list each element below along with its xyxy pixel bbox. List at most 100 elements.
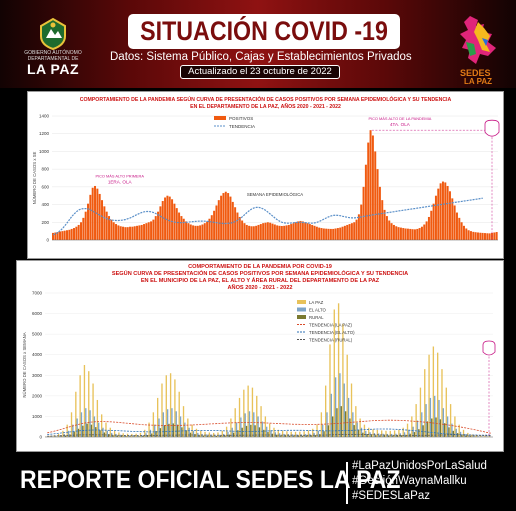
rural-bar <box>301 435 304 437</box>
case-bar <box>117 225 120 240</box>
rural-bar <box>176 424 179 437</box>
el-alto-bar <box>472 435 475 437</box>
el-alto-bar <box>158 418 160 437</box>
rural-bar <box>181 427 183 437</box>
case-bar <box>80 222 83 240</box>
el-alto-bar <box>429 397 432 437</box>
case-bar <box>273 224 276 240</box>
rural-bar <box>353 425 355 437</box>
el-alto-bar <box>235 422 238 437</box>
case-bar <box>152 219 155 240</box>
case-bar <box>59 231 61 240</box>
la-paz-bar <box>381 430 383 437</box>
rural-bar <box>64 435 67 437</box>
rural-bar <box>103 432 106 437</box>
y-tick-label: 0 <box>39 435 42 440</box>
case-bar <box>376 169 379 240</box>
el-alto-bar <box>192 430 195 437</box>
coat-of-arms-icon <box>40 17 66 50</box>
case-bar <box>350 223 353 240</box>
el-alto-bar <box>149 429 152 437</box>
case-bar <box>269 222 272 240</box>
trend-line <box>47 419 491 434</box>
y-tick-label: 1200 <box>39 131 50 136</box>
el-alto-bar <box>188 427 190 437</box>
case-bar <box>255 225 258 240</box>
case-bar <box>136 225 139 240</box>
la-paz-bar <box>325 385 327 437</box>
case-bar <box>98 193 101 240</box>
rural-bar <box>444 423 446 437</box>
rural-bar <box>276 434 278 437</box>
case-bar <box>381 200 384 240</box>
rural-bar <box>138 436 140 437</box>
case-bar <box>458 217 461 240</box>
la-paz-bar <box>363 424 366 437</box>
hashtag[interactable]: #LaPazUnidosPorLaSalud <box>352 460 487 472</box>
case-bar <box>301 221 304 240</box>
rural-bar <box>125 436 127 437</box>
case-bar <box>84 211 87 240</box>
rural-bar <box>332 416 334 437</box>
rural-bar <box>159 428 162 437</box>
trend-line <box>52 197 483 236</box>
la-paz-bar <box>109 427 111 437</box>
case-bar <box>374 151 377 240</box>
la-paz-bar <box>337 303 340 437</box>
el-alto-bar <box>296 434 298 437</box>
la-paz-bar <box>269 423 271 437</box>
case-bar <box>392 224 395 240</box>
case-bar <box>52 232 54 240</box>
y-tick-label: 5000 <box>32 332 43 337</box>
case-bar <box>385 216 388 240</box>
case-bar <box>126 227 129 240</box>
rural-bar <box>319 434 321 437</box>
el-alto-bar <box>248 411 251 437</box>
case-bar <box>210 215 213 240</box>
el-alto-bar <box>257 416 259 437</box>
case-bar <box>217 200 220 240</box>
la-paz-bar <box>320 412 323 437</box>
el-alto-bar <box>270 430 272 437</box>
hashtag[interactable]: #SEDESLaPaz <box>352 490 430 502</box>
case-bar <box>336 228 339 240</box>
el-alto-bar <box>455 428 457 437</box>
rural-bar <box>237 430 239 437</box>
page-title: SITUACIÓN COVID -19 <box>140 16 388 46</box>
la-paz-bar <box>480 435 482 437</box>
case-bar <box>357 214 360 240</box>
rural-bar <box>108 434 110 437</box>
el-alto-bar <box>365 430 367 437</box>
case-bar <box>224 191 227 240</box>
case-bar <box>250 226 253 240</box>
la-paz-bar <box>299 431 301 437</box>
el-alto-bar <box>154 424 156 437</box>
sedes-logo-region: LA PAZ <box>464 77 492 86</box>
case-bar <box>427 216 430 240</box>
case-bar <box>411 229 414 240</box>
el-alto-bar <box>128 435 130 437</box>
municipal-cases-chart: 0 1000 2000 3000 4000 5000 6000 7000 NÚMERO DE C… <box>22 291 496 440</box>
case-bar <box>66 230 68 240</box>
rural-bar <box>280 435 282 437</box>
case-bar <box>439 183 442 240</box>
rural-bar <box>288 435 291 437</box>
la-paz-bar <box>113 430 116 437</box>
la-paz-bar <box>437 352 439 437</box>
la-paz-bar <box>157 397 159 437</box>
case-bar <box>150 221 153 240</box>
y-tick-label: 3000 <box>32 373 43 378</box>
rural-bar <box>250 424 252 437</box>
la-paz-bar <box>449 404 452 437</box>
case-bar <box>469 231 472 240</box>
el-alto-bar <box>240 417 242 437</box>
hashtag[interactable]: #GestiónWaynaMallku <box>352 475 467 487</box>
y-tick-label: 1000 <box>39 149 50 154</box>
la-paz-bar <box>454 416 456 437</box>
legend-label: TENDENCIA (EL ALTO) <box>309 330 355 335</box>
department-chart-panel: COMPORTAMIENTO DE LA PANDEMIA SEGÚN CURV… <box>27 91 504 259</box>
case-bar <box>220 195 223 240</box>
la-paz-bar <box>389 430 391 437</box>
rural-bar <box>418 429 420 437</box>
case-bar <box>201 224 204 240</box>
